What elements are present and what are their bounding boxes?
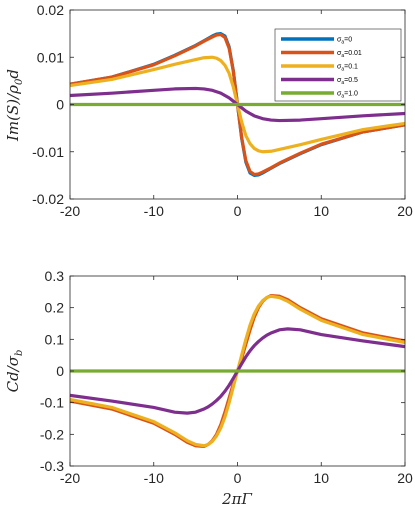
bottom-y-tick-label: -0.2 [40, 426, 64, 442]
bottom-x-tick-label: 10 [313, 470, 329, 486]
bottom-y-tick-label: -0.1 [40, 395, 64, 411]
bottom-x-tick-label: -20 [60, 470, 80, 486]
bottom-x-tick-label: 20 [397, 470, 413, 486]
top-y-tick-label: 0.02 [37, 2, 64, 18]
bottom-y-tick-label: -0.3 [40, 458, 64, 474]
bottom-y-axis-label: Cd/σb [4, 350, 25, 393]
top-legend: σa=0 σa=0.01 σa=0.1 σa=0.5 σa=1.0 [274, 28, 402, 102]
top-x-tick-label: 20 [397, 203, 413, 219]
top-x-tick-label: 10 [313, 203, 329, 219]
top-x-tick-label: 0 [234, 203, 242, 219]
bottom-y-tick-label: 0 [56, 363, 64, 379]
top-y-tick-label: -0.02 [32, 191, 64, 207]
legend-label-sigma05: σa=0.5 [337, 77, 358, 86]
top-y-tick-label: -0.01 [32, 144, 64, 160]
bottom-x-tick-label: 0 [234, 470, 242, 486]
legend-label-sigma001: σa=0.01 [337, 50, 362, 59]
legend-label-sigma1: σa=1.0 [337, 91, 358, 100]
top-y-tick-label: 0 [56, 97, 64, 113]
legend-label-sigma0: σa=0 [337, 37, 352, 46]
bottom-x-tick-label: -10 [144, 470, 164, 486]
top-panel: -20 -10 0 10 20 -0.02 -0.01 0 0.01 0.02 σa=0 σa=0.… [4, 2, 413, 219]
top-y-tick-label: 0.01 [37, 49, 64, 65]
bottom-y-tick-label: 0.3 [45, 268, 65, 284]
bottom-panel: -20 -10 0 10 20-0.3-0.2-0.100.10.20.3 Cd/σb … [4, 268, 413, 508]
top-x-tick-label: -10 [144, 203, 164, 219]
bottom-y-tick-label: 0.2 [45, 300, 65, 316]
bottom-y-tick-label: 0.1 [45, 331, 65, 347]
bottom-x-axis-label: 2πΓ [221, 490, 252, 508]
top-y-axis-label: Im(S)/ρ0d [4, 69, 25, 142]
top-x-tick-label: -20 [60, 203, 80, 219]
legend-label-sigma01: σa=0.1 [337, 64, 358, 73]
